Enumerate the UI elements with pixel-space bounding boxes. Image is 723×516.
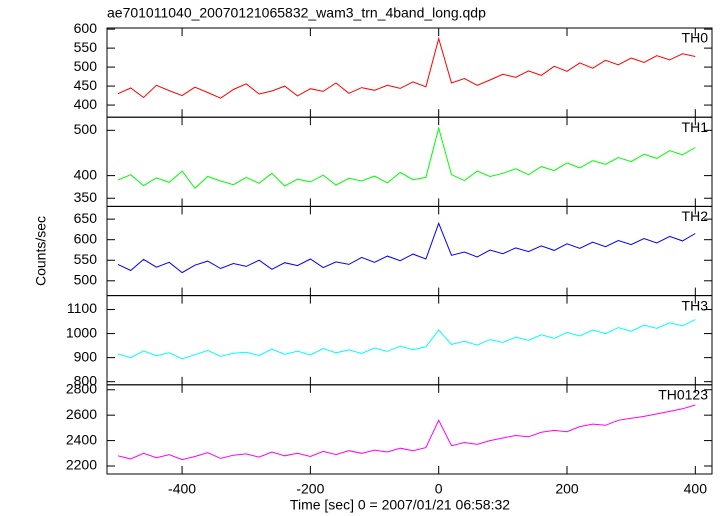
y-tick-label: 550 bbox=[74, 251, 98, 267]
panel-label: TH2 bbox=[682, 208, 709, 224]
y-tick-label: 1100 bbox=[67, 300, 97, 316]
panel-frame bbox=[106, 116, 713, 207]
y-tick-label: 800 bbox=[74, 372, 98, 388]
y-tick-label: 600 bbox=[74, 230, 98, 246]
y-axis-label: Counts/sec bbox=[33, 216, 49, 286]
y-tick-label: 650 bbox=[74, 210, 98, 226]
y-tick-label: 2600 bbox=[66, 406, 97, 422]
panel-label: TH3 bbox=[682, 297, 709, 313]
y-tick-label: 400 bbox=[74, 96, 98, 112]
panel-frame bbox=[106, 27, 713, 118]
series-line bbox=[117, 36, 696, 99]
series-line bbox=[117, 221, 696, 274]
x-tick-label: 200 bbox=[555, 481, 579, 497]
y-tick-label: 2200 bbox=[66, 457, 97, 473]
panel-label: TH0 bbox=[682, 30, 709, 46]
panel-label: TH0123 bbox=[658, 387, 708, 403]
series-line bbox=[117, 319, 696, 360]
y-tick-label: 550 bbox=[74, 39, 98, 55]
series-line bbox=[117, 404, 696, 461]
series-line bbox=[117, 126, 696, 190]
x-tick-label: -200 bbox=[296, 481, 324, 497]
y-tick-label: 1000 bbox=[66, 324, 97, 340]
y-tick-label: 900 bbox=[74, 348, 98, 364]
y-tick-label: 450 bbox=[74, 77, 98, 93]
y-tick-label: 2800 bbox=[66, 380, 97, 396]
x-tick-label: 0 bbox=[435, 481, 443, 497]
y-tick-label: 2400 bbox=[66, 431, 97, 447]
y-tick-label: 500 bbox=[74, 121, 98, 137]
y-tick-label: 350 bbox=[74, 189, 98, 205]
x-tick-label: -400 bbox=[168, 481, 196, 497]
x-tick-label: 400 bbox=[684, 481, 708, 497]
panel-frame bbox=[106, 295, 713, 386]
y-tick-label: 500 bbox=[74, 272, 98, 288]
y-tick-label: 600 bbox=[74, 20, 98, 36]
panel-label: TH1 bbox=[682, 119, 709, 135]
y-tick-label: 400 bbox=[74, 166, 98, 182]
chart-title: ae701011040_20070121065832_wam3_trn_4ban… bbox=[107, 5, 486, 21]
panel-frame bbox=[106, 205, 713, 297]
panel-frame bbox=[106, 384, 713, 475]
x-axis-label: Time [sec] 0 = 2007/01/21 06:58:32 bbox=[290, 497, 510, 513]
y-tick-label: 500 bbox=[74, 58, 98, 74]
